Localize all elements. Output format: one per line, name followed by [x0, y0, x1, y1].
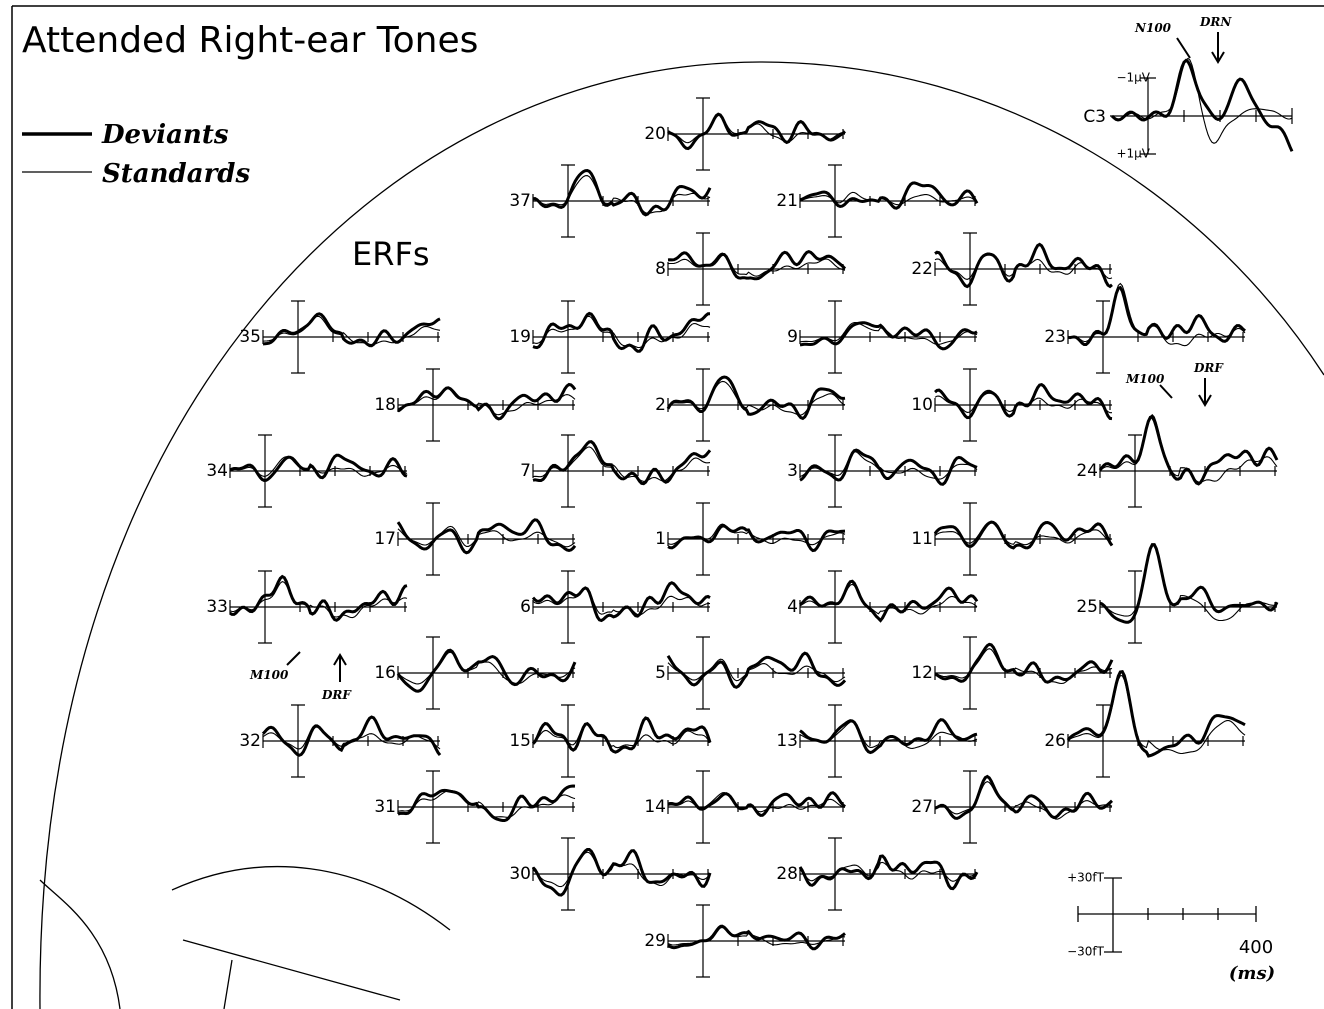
annotation: DRF: [1193, 361, 1224, 375]
channel-label: 19: [509, 327, 531, 347]
channel-label: 24: [1076, 461, 1098, 481]
channel-label: 35: [239, 327, 261, 347]
channel-label: 9: [787, 327, 798, 347]
scale-label: 400: [1239, 937, 1273, 958]
channel-label: 13: [776, 731, 798, 751]
annotation: N100: [1134, 21, 1172, 35]
channel-label: 15: [509, 731, 531, 751]
channel-label: 4: [787, 597, 798, 617]
channel-label: 20: [644, 124, 666, 144]
channel-label: 28: [776, 864, 798, 884]
channel-label: 23: [1044, 327, 1066, 347]
channel-label: 2: [655, 395, 666, 415]
channel-label: 3: [787, 461, 798, 481]
scale-label: (ms): [1229, 963, 1275, 984]
channel-label: 17: [374, 529, 396, 549]
annotation: DRF: [321, 688, 352, 702]
scale-label: −30fT: [1067, 945, 1105, 959]
channel-label: 22: [911, 259, 933, 279]
channel-label: 26: [1044, 731, 1066, 751]
title: Attended Right-ear Tones: [22, 20, 478, 61]
channel-label: 10: [911, 395, 933, 415]
figure: Attended Right-ear Tones Deviants Standa…: [0, 0, 1324, 1009]
channel-label: 27: [911, 797, 933, 817]
channel-label: 29: [644, 931, 666, 951]
annotation: M100: [1125, 372, 1165, 386]
channel-label: 25: [1076, 597, 1098, 617]
annotation: M100: [249, 668, 289, 682]
channel-label: 32: [239, 731, 261, 751]
channel-label: 33: [206, 597, 228, 617]
channel-label: 31: [374, 797, 396, 817]
channel-label: 18: [374, 395, 396, 415]
channel-label: 5: [655, 663, 666, 683]
channel-label: 14: [644, 797, 666, 817]
channel-label: 1: [655, 529, 666, 549]
channel-label: 8: [655, 259, 666, 279]
scale-label: +30fT: [1067, 871, 1105, 885]
channel-label: 16: [374, 663, 396, 683]
inset-channel: C3: [1083, 107, 1106, 127]
channel-label: 34: [206, 461, 228, 481]
legend-label: Standards: [102, 159, 250, 189]
channel-label: 37: [509, 191, 531, 211]
channel-label: 12: [911, 663, 933, 683]
subtitle: ERFs: [352, 235, 430, 273]
channel-label: 30: [509, 864, 531, 884]
channel-label: 21: [776, 191, 798, 211]
legend-label: Deviants: [101, 120, 229, 150]
channel-label: 11: [911, 529, 933, 549]
channel-label: 7: [520, 461, 531, 481]
annotation: DRN: [1199, 15, 1232, 29]
channel-label: 6: [520, 597, 531, 617]
